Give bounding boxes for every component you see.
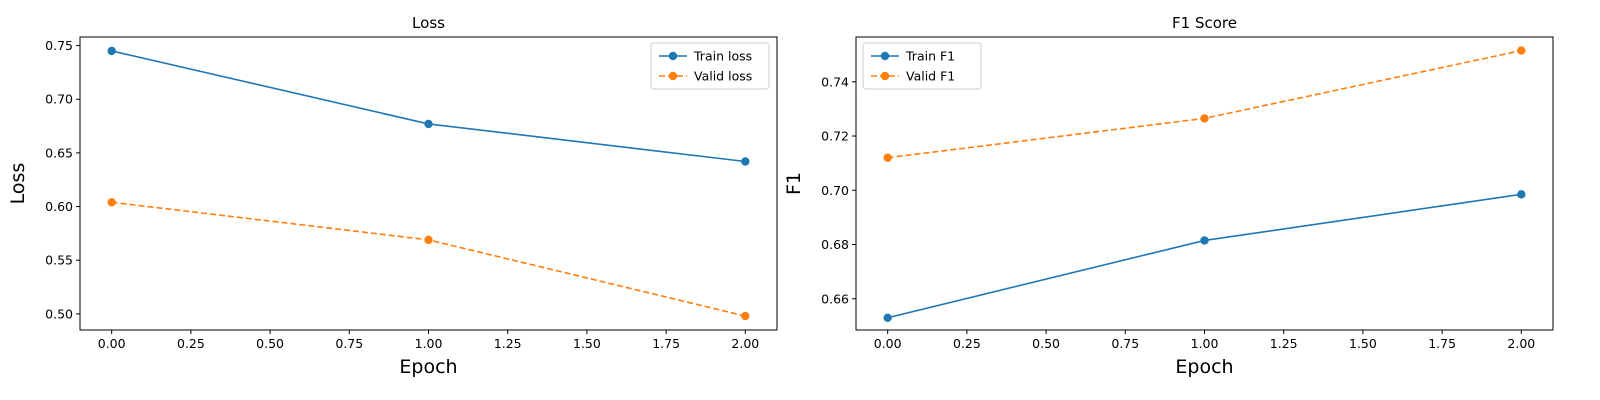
x-tick-label: 0.25 <box>177 336 205 351</box>
data-point-train-f1 <box>883 313 892 322</box>
f1-title: F1 Score <box>1172 14 1237 32</box>
legend-label-valid-f1: Valid F1 <box>906 69 955 84</box>
y-tick-label: 0.72 <box>821 129 849 144</box>
series-line-train-f1 <box>887 193 1522 319</box>
y-tick-label: 0.50 <box>45 306 73 321</box>
data-point-valid-f1 <box>1517 46 1526 55</box>
y-tick-label: 0.68 <box>821 237 849 252</box>
y-tick-label: 0.75 <box>45 38 73 53</box>
x-tick-label: 0.75 <box>335 336 363 351</box>
loss-y-axis-label: Loss <box>7 163 29 205</box>
x-tick-label: 0.50 <box>256 336 284 351</box>
loss-title: Loss <box>412 14 445 32</box>
series-line-valid-loss <box>111 201 746 317</box>
y-tick-label: 0.70 <box>45 92 73 107</box>
x-tick-label: 0.75 <box>1111 336 1139 351</box>
x-tick-label: 1.00 <box>1191 336 1219 351</box>
data-point-train-loss <box>741 157 750 166</box>
f1-x-axis-label: Epoch <box>1175 356 1233 378</box>
x-tick-label: 1.50 <box>1349 336 1377 351</box>
f1-x-ticks: 0.00 0.25 0.50 0.75 1.00 1.25 1.50 1.75 2.00 <box>874 330 1535 351</box>
x-tick-label: 1.00 <box>415 336 443 351</box>
x-tick-label: 0.25 <box>953 336 981 351</box>
loss-legend: Train loss Valid loss <box>650 42 770 90</box>
x-tick-label: 2.00 <box>1507 336 1535 351</box>
data-point-valid-loss <box>424 235 433 245</box>
data-point-valid-loss <box>107 198 116 207</box>
legend-label-valid-loss: Valid loss <box>694 69 752 84</box>
loss-legend-box <box>650 42 770 90</box>
legend-swatch-marker <box>668 71 678 81</box>
y-tick-label: 0.74 <box>821 74 849 89</box>
legend-swatch-marker <box>668 51 678 61</box>
loss-x-axis-label: Epoch <box>399 356 457 378</box>
loss-subplot: Loss Epoch Loss 0.00 0.25 0.50 0.75 1.00 1.25… <box>7 14 778 378</box>
legend-entry-train-f1: Train F1 <box>871 49 955 64</box>
x-tick-label: 0.00 <box>98 336 126 351</box>
legend-swatch-marker <box>880 51 890 61</box>
loss-y-ticks: 0.50 0.55 0.60 0.65 0.70 0.75 <box>45 38 80 321</box>
f1-legend: Train F1 Valid F1 <box>862 42 982 90</box>
data-point-valid-loss <box>741 311 750 321</box>
series-line-train-loss <box>111 50 746 163</box>
x-tick-label: 0.50 <box>1032 336 1060 351</box>
data-point-valid-f1 <box>1200 114 1209 123</box>
y-tick-label: 0.60 <box>45 199 73 214</box>
legend-label-train-f1: Train F1 <box>905 49 955 64</box>
f1-series <box>883 46 1526 322</box>
data-point-train-f1 <box>1200 236 1209 245</box>
y-tick-label: 0.65 <box>45 145 73 160</box>
x-tick-label: 1.25 <box>1270 336 1298 351</box>
loss-x-ticks: 0.00 0.25 0.50 0.75 1.00 1.25 1.50 1.75 2.00 <box>98 330 759 351</box>
data-point-train-loss <box>424 119 433 129</box>
f1-legend-box <box>862 42 982 90</box>
x-tick-label: 1.75 <box>652 336 680 351</box>
x-tick-label: 1.75 <box>1428 336 1456 351</box>
x-tick-label: 1.25 <box>494 336 522 351</box>
f1-subplot: F1 Score Epoch F1 0.00 0.25 0.50 0.75 1.00 1.… <box>783 14 1554 378</box>
loss-series <box>107 46 750 321</box>
legend-entry-valid-f1: Valid F1 <box>871 69 955 84</box>
data-point-valid-f1 <box>883 153 892 162</box>
f1-y-ticks: 0.66 0.68 0.70 0.72 0.74 <box>821 74 856 306</box>
y-tick-label: 0.55 <box>45 253 73 268</box>
legend-swatch-marker <box>880 71 890 81</box>
legend-entry-train-loss: Train loss <box>659 49 752 64</box>
x-tick-label: 1.50 <box>573 336 601 351</box>
x-tick-label: 2.00 <box>731 336 759 351</box>
f1-y-axis-label: F1 <box>783 172 805 195</box>
legend-label-train-loss: Train loss <box>693 49 752 64</box>
legend-entry-valid-loss: Valid loss <box>659 69 752 84</box>
y-tick-label: 0.66 <box>821 291 849 306</box>
data-point-train-f1 <box>1517 190 1526 199</box>
y-tick-label: 0.70 <box>821 183 849 198</box>
data-point-train-loss <box>107 46 116 56</box>
series-line-valid-f1 <box>887 49 1522 159</box>
x-tick-label: 0.00 <box>874 336 902 351</box>
